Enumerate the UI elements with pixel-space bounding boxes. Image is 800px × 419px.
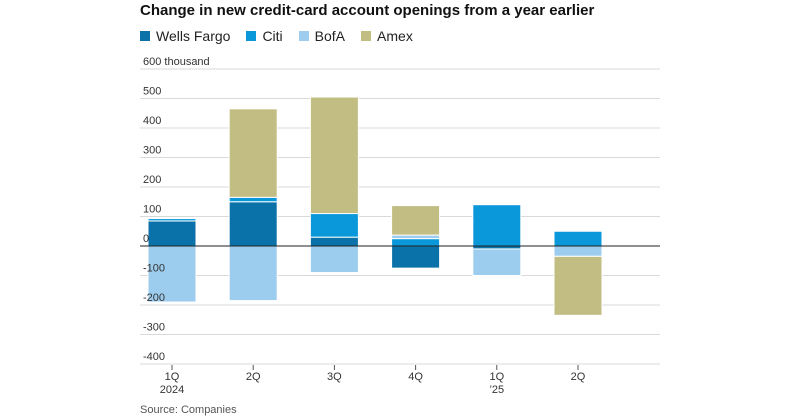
bar-segment-bofa <box>472 248 522 276</box>
bar-segment-bofa <box>391 234 441 240</box>
legend-item-citi: Citi <box>246 28 283 44</box>
bar-segment-citi <box>309 213 359 238</box>
x-tick-label: 3Q <box>327 371 342 383</box>
chart-legend: Wells Fargo Citi BofA Amex <box>140 28 429 44</box>
bar-segment-amex <box>553 255 603 316</box>
y-tick-label: 500 <box>143 86 161 98</box>
bar-segment-citi <box>391 238 441 247</box>
bars <box>147 96 603 316</box>
bar-segment-bofa <box>309 245 359 274</box>
y-tick-label: 100 <box>143 204 161 216</box>
legend-label-citi: Citi <box>262 28 283 44</box>
legend-label-wells-fargo: Wells Fargo <box>156 28 231 44</box>
bar-segment-citi <box>228 196 278 203</box>
bar-segment-wells-fargo <box>391 245 441 269</box>
bar-segment-citi <box>472 204 522 247</box>
legend-swatch-citi <box>246 31 257 41</box>
x-tick-label: 4Q <box>408 371 423 383</box>
y-tick-label: 400 <box>143 115 161 127</box>
y-tick-label: -400 <box>143 351 165 363</box>
bar-segment-bofa <box>147 245 197 303</box>
bar-segment-wells-fargo <box>309 236 359 247</box>
chart-title: Change in new credit-card account openin… <box>140 2 595 19</box>
bar-segment-citi <box>147 218 197 222</box>
bar-segment-wells-fargo <box>147 220 197 247</box>
legend-label-amex: Amex <box>377 28 413 44</box>
x-tick-label: 1Q <box>489 371 504 383</box>
source-note: Source: Companies <box>140 404 237 416</box>
bar-segment-bofa <box>228 245 278 302</box>
x-tick-label: 1Q <box>165 371 180 383</box>
bar-segment-wells-fargo <box>228 201 278 247</box>
bar-segment-amex <box>391 205 441 236</box>
y-tick-label: 600 thousand <box>143 56 210 68</box>
y-tick-label: -200 <box>143 292 165 304</box>
y-axis-ticks: -400 -300 -200 -100 0 100 200 300 400 500 600 thou… <box>143 56 210 363</box>
x-tick-sublabel: 2024 <box>160 384 184 396</box>
y-tick-label: 0 <box>143 233 149 245</box>
legend-swatch-amex <box>361 31 372 41</box>
y-tick-label: -300 <box>143 322 165 334</box>
legend-item-wells-fargo: Wells Fargo <box>140 28 230 44</box>
legend-label-bofa: BofA <box>314 28 346 44</box>
y-tick-label: -100 <box>143 263 165 275</box>
bar-segment-amex <box>228 108 278 198</box>
y-tick-label: 200 <box>143 174 161 186</box>
x-tick-label: 2Q <box>246 371 261 383</box>
legend-swatch-wells-fargo <box>140 31 150 41</box>
y-tick-label: 300 <box>143 145 161 157</box>
legend-item-amex: Amex <box>361 28 413 44</box>
bar-segment-amex <box>309 96 359 215</box>
bar-segment-citi <box>553 230 603 247</box>
legend-swatch-bofa <box>298 31 309 41</box>
legend-item-bofa: BofA <box>298 28 346 44</box>
bar-segment-bofa <box>553 245 603 257</box>
x-tick-sublabel: ’25 <box>489 384 504 396</box>
x-tick-label: 2Q <box>571 371 586 383</box>
